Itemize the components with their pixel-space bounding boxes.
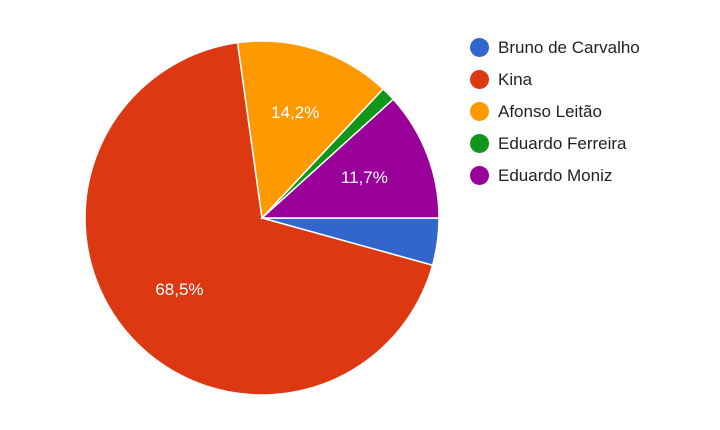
legend-label: Eduardo Ferreira [498,134,627,153]
legend: Bruno de Carvalho Kina Afonso Leitão Eduard… [470,36,643,196]
legend-swatch [470,70,489,89]
legend-item: Eduardo Moniz [470,164,643,187]
legend-label: Eduardo Moniz [498,166,613,185]
legend-swatch [470,166,489,185]
slice-label: 11,7% [341,168,388,187]
legend-item: Kina [470,68,643,91]
pie-slice [260,98,440,219]
pie-slice [84,41,434,396]
legend-item: Eduardo Ferreira [470,132,643,155]
legend-swatch [470,134,489,153]
pie-area: 68,5% 14,2% 11,7% [84,40,440,396]
slice-label: 68,5% [155,280,203,299]
legend-swatch [470,102,489,121]
legend-swatch [470,38,489,57]
legend-label: Bruno de Carvalho [498,38,640,57]
legend-item: Bruno de Carvalho [470,36,643,59]
legend-item: Afonso Leitão [470,100,643,123]
slice-label: 14,2% [271,103,319,122]
pie-slice [236,40,385,220]
legend-label: Afonso Leitão [498,102,602,121]
legend-label: Kina [498,70,533,89]
